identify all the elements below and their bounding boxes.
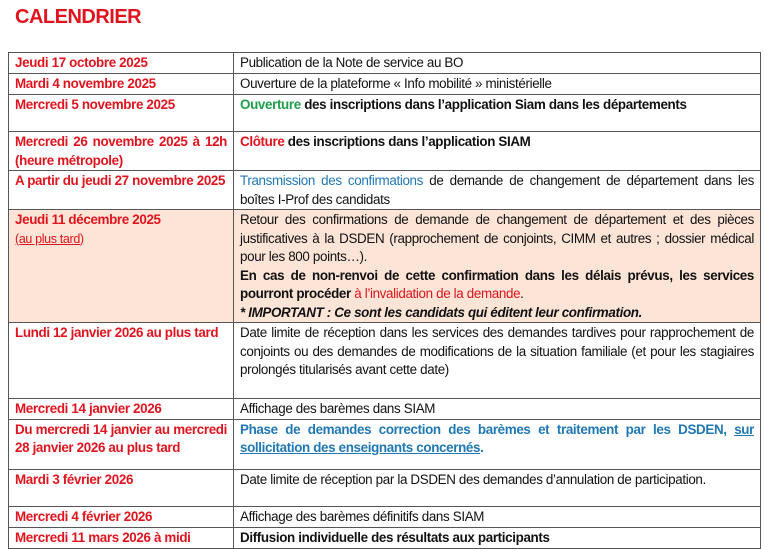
table-row: A partir du jeudi 27 novembre 2025 Transm… xyxy=(8,170,761,210)
date-text: Jeudi 11 décembre 2025 xyxy=(15,212,161,227)
description-text: Clôture xyxy=(240,134,285,149)
description-text: Phase de demandes correction des barèmes… xyxy=(240,421,735,437)
date-cell: Mardi 4 novembre 2025 xyxy=(8,73,234,95)
description-text: Affichage des barèmes définitifs dans SI… xyxy=(240,508,485,524)
table-row: Lundi 12 janvier 2026 au plus tard Date l… xyxy=(8,322,761,399)
description-cell: Clôture des inscriptions dans l’applicat… xyxy=(233,131,761,171)
date-text: Mercredi 26 novembre 2025 à 12h (heure m… xyxy=(15,134,227,168)
description-text: . xyxy=(480,440,484,455)
date-cell: Jeudi 17 octobre 2025 xyxy=(8,52,234,74)
table-row: Mercredi 14 janvier 2026 Affichage des ba… xyxy=(8,398,761,420)
date-text: Mercredi 11 mars 2026 à midi xyxy=(15,529,191,545)
description-cell: Publication de la Note de service au BO xyxy=(233,52,761,74)
date-cell: Jeudi 11 décembre 2025 (au plus tard) xyxy=(8,209,234,323)
description-cell: Date limite de réception dans les servic… xyxy=(233,322,761,399)
description-text: Date limite de réception par la DSDEN de… xyxy=(240,471,706,487)
description-text: Affichage des barèmes dans SIAM xyxy=(240,401,436,416)
description-text: Date limite de réception dans les servic… xyxy=(240,325,754,377)
table-row: Mercredi 11 mars 2026 à midi Diffusion in… xyxy=(8,526,761,549)
date-cell: Mercredi 14 janvier 2026 xyxy=(8,398,234,420)
description-text: des inscriptions dans l’application Siam… xyxy=(300,97,687,112)
description-text: Ouverture de la plateforme « Info mobili… xyxy=(240,76,552,91)
description-text: Retour des confirmations de demande de c… xyxy=(240,212,754,264)
description-text: . xyxy=(520,286,524,301)
date-text: Jeudi 17 octobre 2025 xyxy=(15,55,148,70)
date-text: Mercredi 4 février 2026 xyxy=(15,508,153,524)
description-cell: Ouverture de la plateforme « Info mobili… xyxy=(233,73,761,95)
description-text: de demande de changement de département … xyxy=(240,173,754,207)
date-cell: Mardi 3 février 2026 xyxy=(8,468,234,507)
description-text: Transmission des confirmations xyxy=(240,173,423,188)
calendar-table: Jeudi 17 octobre 2025 Publication de la N… xyxy=(8,52,761,549)
date-text: Lundi 12 janvier 2026 au plus tard xyxy=(15,325,219,340)
table-row: Du mercredi 14 janvier au mercredi 28 ja… xyxy=(8,418,761,470)
table-row: Mercredi 4 février 2026 Affichage des bar… xyxy=(8,505,761,528)
date-cell: Lundi 12 janvier 2026 au plus tard xyxy=(8,322,234,399)
description-cell: Date limite de réception par la DSDEN de… xyxy=(233,468,761,507)
date-cell: Mercredi 4 février 2026 xyxy=(8,505,234,528)
date-cell: Mercredi 11 mars 2026 à midi xyxy=(8,526,234,549)
description-text: * IMPORTANT : Ce sont les candidats qui … xyxy=(240,304,642,320)
description-text: Publication de la Note de service au BO xyxy=(240,55,464,70)
description-cell: Ouverture des inscriptions dans l’applic… xyxy=(233,94,761,132)
description-cell: Affichage des barèmes définitifs dans SI… xyxy=(233,505,761,528)
date-text: Mercredi 14 janvier 2026 xyxy=(15,401,162,416)
page-title: CALENDRIER xyxy=(15,6,142,28)
description-cell: Diffusion individuelle des résultats aux… xyxy=(233,526,761,549)
date-text: A partir du jeudi 27 novembre 2025 xyxy=(15,173,226,188)
table-row: Mercredi 5 novembre 2025 Ouverture des in… xyxy=(8,94,761,132)
description-cell: Retour des confirmations de demande de c… xyxy=(233,209,761,323)
date-text: Du mercredi 14 janvier au mercredi 28 ja… xyxy=(15,421,227,456)
description-text: des inscriptions dans l’application SIAM xyxy=(284,134,531,149)
date-cell: A partir du jeudi 27 novembre 2025 xyxy=(8,170,234,210)
description-cell: Phase de demandes correction des barèmes… xyxy=(233,418,761,470)
date-text: Mardi 3 février 2026 xyxy=(15,471,134,487)
description-cell: Affichage des barèmes dans SIAM xyxy=(233,398,761,420)
table-row: Mardi 4 novembre 2025 Ouverture de la pla… xyxy=(8,73,761,95)
description-text: sur sollicitation des enseignants concer… xyxy=(240,421,754,456)
table-row: Jeudi 11 décembre 2025 (au plus tard) Reto… xyxy=(8,209,761,323)
date-cell: Mercredi 5 novembre 2025 xyxy=(8,94,234,132)
table-row: Mercredi 26 novembre 2025 à 12h (heure m… xyxy=(8,131,761,171)
date-text: Mardi 4 novembre 2025 xyxy=(15,76,156,91)
description-text: Ouverture xyxy=(240,97,301,112)
date-cell: Mercredi 26 novembre 2025 à 12h (heure m… xyxy=(8,131,234,171)
table-row: Mardi 3 février 2026 Date limite de récep… xyxy=(8,468,761,507)
description-text: En cas de non-renvoi de cette confirmati… xyxy=(240,267,754,302)
date-note: (au plus tard) xyxy=(15,231,84,246)
date-text: Mercredi 5 novembre 2025 xyxy=(15,97,175,112)
description-cell: Transmission des confirmations de demand… xyxy=(233,170,761,210)
description-text: Diffusion individuelle des résultats aux… xyxy=(240,529,550,545)
description-text: à l’invalidation de la demande xyxy=(354,286,521,301)
date-cell: Du mercredi 14 janvier au mercredi 28 ja… xyxy=(8,418,234,470)
table-row: Jeudi 17 octobre 2025 Publication de la N… xyxy=(8,52,761,74)
